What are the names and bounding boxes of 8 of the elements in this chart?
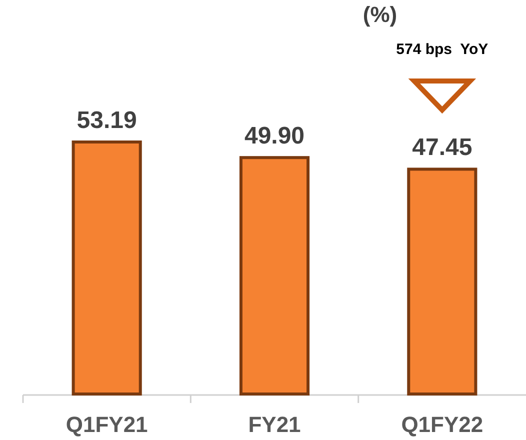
chart-title: (%)	[362, 2, 398, 27]
x-tick-label: FY21	[248, 412, 301, 437]
text: 574 bps YoY	[396, 41, 488, 58]
data-label: 53.19	[76, 107, 137, 134]
x-tick-label: Q1FY22	[401, 412, 484, 437]
data-label: 49.90	[244, 122, 305, 150]
x-tick-label: Q1FY21	[66, 412, 148, 437]
data-label: 47.45	[412, 134, 472, 162]
